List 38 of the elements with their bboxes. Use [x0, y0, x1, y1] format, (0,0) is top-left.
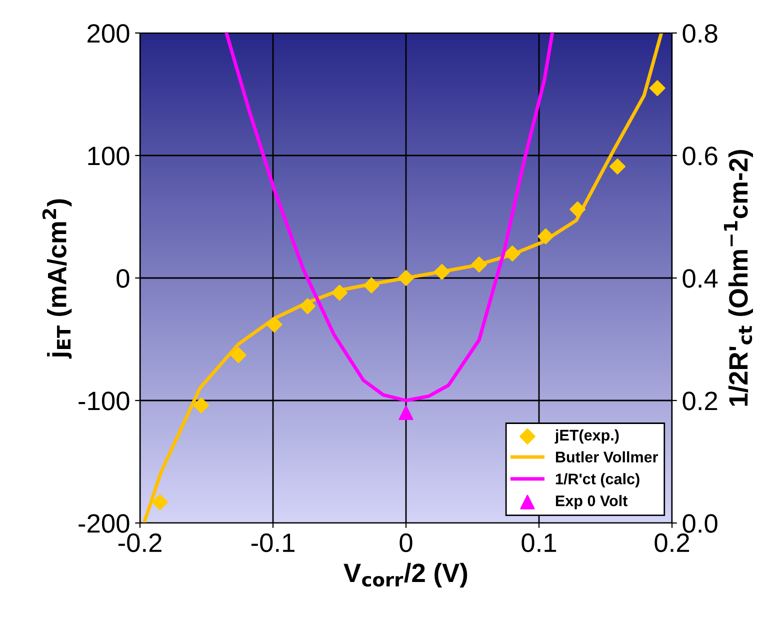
- x-axis-title: V$_{corr}$/2 (V): [344, 562, 468, 588]
- y2-axis-title: 1/2R'$_{ct}$ (Ohm$^{−1}$cm-2): [724, 150, 754, 406]
- y2-tick-label: 0.8: [682, 24, 718, 43]
- y-tick-label: -200: [78, 514, 130, 533]
- legend-label: Butler Vollmer: [556, 451, 658, 462]
- x-tick-label: -0.2: [118, 533, 162, 552]
- y2-tick-label: 0.6: [682, 146, 718, 166]
- point: [266, 316, 282, 333]
- y-tick-label: 100: [88, 146, 130, 166]
- point: [609, 158, 626, 175]
- point: [363, 277, 380, 294]
- x-tick-label: 0: [400, 533, 412, 552]
- y-tick-label: 200: [88, 24, 130, 43]
- point: [570, 201, 586, 218]
- point: [230, 347, 246, 364]
- point: [504, 246, 520, 262]
- y2-tick-label: 0.4: [682, 269, 718, 288]
- line-series: [224, 33, 554, 402]
- point: [538, 228, 554, 244]
- point: [193, 397, 210, 414]
- legend-label: 1/R'ct (calc): [556, 473, 640, 488]
- point: [300, 298, 316, 314]
- x-tick-label: -0.1: [251, 533, 294, 552]
- y-tick-label: -100: [78, 392, 130, 410]
- y-tick-label: 0: [116, 269, 130, 288]
- y2-tick-label: 0.0: [682, 514, 718, 533]
- point: [649, 80, 666, 96]
- y2-tick-label: 0.2: [682, 392, 718, 410]
- point: [332, 284, 348, 301]
- point: [398, 270, 414, 286]
- point: [434, 264, 450, 280]
- point: [471, 256, 488, 273]
- x-tick-label: 0.2: [654, 533, 690, 552]
- legend-label: Exp 0 Volt: [556, 495, 628, 510]
- point: [152, 494, 168, 510]
- x-tick-label: 0.1: [522, 533, 556, 552]
- y-axis-title: j$_{ET}$ (mA/cm$^{2}$): [42, 199, 72, 359]
- legend-label: jET(exp.): [554, 429, 619, 444]
